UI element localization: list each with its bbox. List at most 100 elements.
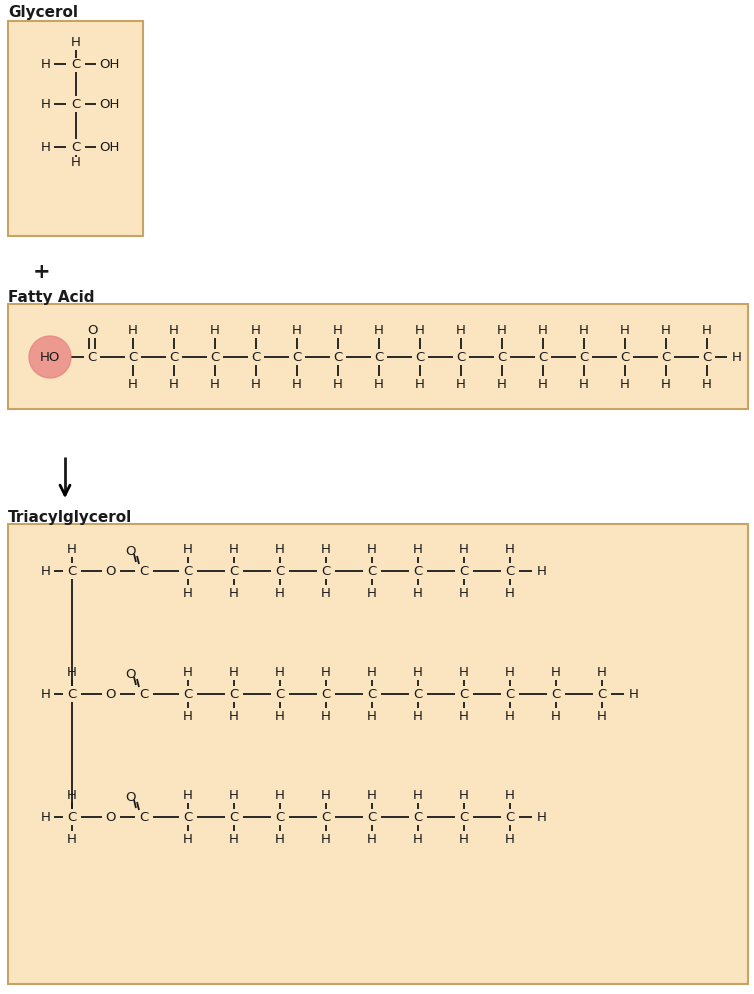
Text: C: C xyxy=(375,351,384,364)
Bar xyxy=(8,305,748,410)
Text: H: H xyxy=(367,788,377,802)
Text: H: H xyxy=(413,710,423,723)
Text: H: H xyxy=(41,565,51,578)
Text: H: H xyxy=(456,378,466,391)
Text: C: C xyxy=(459,688,469,701)
Text: H: H xyxy=(183,543,193,556)
Text: H: H xyxy=(210,324,220,337)
Text: C: C xyxy=(72,141,81,154)
Text: H: H xyxy=(551,666,561,679)
Text: C: C xyxy=(551,688,561,701)
Text: H: H xyxy=(275,586,285,600)
Text: O: O xyxy=(124,790,135,804)
Text: H: H xyxy=(413,833,423,846)
Text: C: C xyxy=(597,688,607,701)
Text: H: H xyxy=(367,833,377,846)
Text: H: H xyxy=(229,710,239,723)
Text: H: H xyxy=(497,378,507,391)
Text: H: H xyxy=(229,586,239,600)
Text: H: H xyxy=(661,378,671,391)
Text: H: H xyxy=(41,811,51,824)
Text: C: C xyxy=(87,351,97,364)
Text: H: H xyxy=(67,666,77,679)
Text: OH: OH xyxy=(99,98,119,111)
Text: C: C xyxy=(621,351,630,364)
Text: H: H xyxy=(505,586,515,600)
Text: OH: OH xyxy=(99,141,119,154)
Text: H: H xyxy=(275,710,285,723)
Text: H: H xyxy=(415,378,425,391)
Text: H: H xyxy=(169,378,179,391)
Text: C: C xyxy=(275,688,284,701)
Text: H: H xyxy=(413,586,423,600)
Text: H: H xyxy=(505,833,515,846)
Text: H: H xyxy=(128,324,138,337)
Bar xyxy=(8,525,748,984)
Text: Glycerol: Glycerol xyxy=(8,6,78,21)
Text: H: H xyxy=(367,710,377,723)
Text: H: H xyxy=(367,586,377,600)
Text: H: H xyxy=(579,324,589,337)
Text: C: C xyxy=(538,351,547,364)
Text: +: + xyxy=(33,261,51,281)
Text: C: C xyxy=(321,565,330,578)
Text: H: H xyxy=(321,788,331,802)
Text: H: H xyxy=(597,710,607,723)
Text: H: H xyxy=(275,666,285,679)
Text: C: C xyxy=(661,351,670,364)
Text: C: C xyxy=(67,688,77,701)
Text: H: H xyxy=(292,324,302,337)
Text: H: H xyxy=(620,378,630,391)
Text: H: H xyxy=(415,324,425,337)
Text: O: O xyxy=(106,811,116,824)
Circle shape xyxy=(29,337,71,379)
Text: H: H xyxy=(374,324,384,337)
Text: H: H xyxy=(537,811,547,824)
Text: H: H xyxy=(702,324,712,337)
Text: H: H xyxy=(183,666,193,679)
Text: C: C xyxy=(459,811,469,824)
Text: C: C xyxy=(72,59,81,72)
Text: H: H xyxy=(538,324,548,337)
Text: C: C xyxy=(275,565,284,578)
Text: H: H xyxy=(505,543,515,556)
Text: H: H xyxy=(505,788,515,802)
Text: C: C xyxy=(413,688,423,701)
Text: O: O xyxy=(106,565,116,578)
Text: C: C xyxy=(321,688,330,701)
Text: H: H xyxy=(67,543,77,556)
Text: C: C xyxy=(456,351,466,364)
Text: H: H xyxy=(661,324,671,337)
Text: C: C xyxy=(170,351,179,364)
Text: H: H xyxy=(67,788,77,802)
Text: H: H xyxy=(321,710,331,723)
Text: H: H xyxy=(183,710,193,723)
Text: H: H xyxy=(183,788,193,802)
Text: H: H xyxy=(367,666,377,679)
Text: H: H xyxy=(374,378,384,391)
Text: H: H xyxy=(732,351,742,364)
Text: C: C xyxy=(413,565,423,578)
Text: H: H xyxy=(597,666,607,679)
Text: H: H xyxy=(459,710,469,723)
Text: O: O xyxy=(106,688,116,701)
Text: C: C xyxy=(367,565,377,578)
Text: H: H xyxy=(251,378,261,391)
Text: C: C xyxy=(67,565,77,578)
Text: H: H xyxy=(413,666,423,679)
Text: H: H xyxy=(41,688,51,701)
Text: H: H xyxy=(321,586,331,600)
Text: H: H xyxy=(333,324,343,337)
Text: HO: HO xyxy=(40,351,60,364)
Text: H: H xyxy=(551,710,561,723)
Text: OH: OH xyxy=(99,59,119,72)
Text: H: H xyxy=(459,543,469,556)
Text: Triacylglycerol: Triacylglycerol xyxy=(8,510,132,525)
Text: C: C xyxy=(703,351,712,364)
Text: C: C xyxy=(229,688,238,701)
Text: H: H xyxy=(367,543,377,556)
Text: C: C xyxy=(293,351,302,364)
Text: C: C xyxy=(183,688,192,701)
Text: Fatty Acid: Fatty Acid xyxy=(8,290,94,305)
Text: H: H xyxy=(459,788,469,802)
